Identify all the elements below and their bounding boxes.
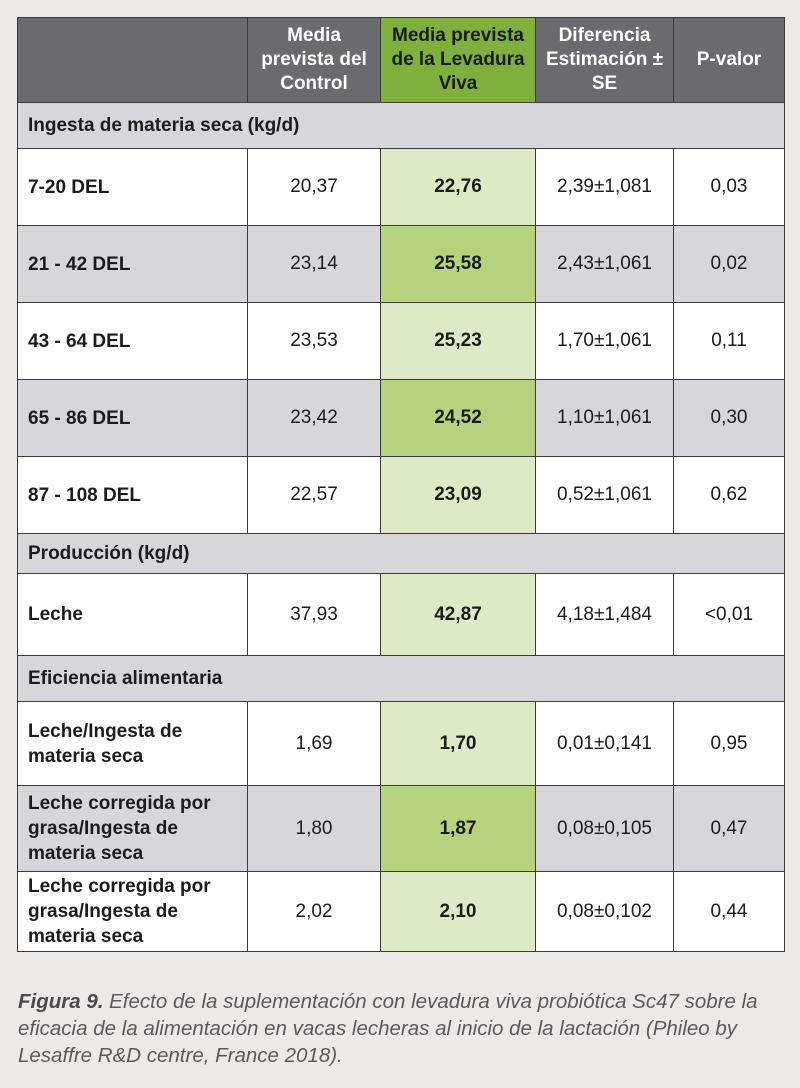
- control-value: 23,53: [247, 302, 381, 380]
- table-row: Leche 37,93 42,87 4,18±1,484 <0,01: [17, 573, 785, 656]
- p-value: 0,02: [673, 225, 785, 303]
- results-table: Media prevista del Control Media previst…: [17, 17, 785, 952]
- caption-text: Efecto de la suplementación con levadura…: [18, 990, 758, 1067]
- table-row: 87 - 108 DEL 22,57 23,09 0,52±1,061 0,62: [17, 456, 785, 534]
- difference-value: 4,18±1,484: [535, 573, 674, 656]
- row-label: 43 - 64 DEL: [17, 302, 248, 380]
- control-value: 1,80: [247, 785, 381, 872]
- control-value: 1,69: [247, 701, 381, 786]
- p-value: 0,47: [673, 785, 785, 872]
- p-value: 0,11: [673, 302, 785, 380]
- difference-value: 0,01±0,141: [535, 701, 674, 786]
- control-value: 23,42: [247, 379, 381, 457]
- table-row: Leche corregida por grasa/Ingesta de mat…: [17, 785, 785, 872]
- yeast-value: 42,87: [380, 573, 536, 656]
- yeast-value: 22,76: [380, 148, 536, 226]
- difference-value: 1,70±1,061: [535, 302, 674, 380]
- figure-caption: Figura 9. Efecto de la suplementación co…: [18, 988, 788, 1069]
- section-row: Producción (kg/d): [17, 533, 785, 574]
- yeast-value: 25,58: [380, 225, 536, 303]
- header-yeast: Media prevista de la Levadura Viva: [380, 17, 536, 103]
- row-label: 65 - 86 DEL: [17, 379, 248, 457]
- row-label: 87 - 108 DEL: [17, 456, 248, 534]
- yeast-value: 2,10: [380, 871, 536, 952]
- p-value: <0,01: [673, 573, 785, 656]
- control-value: 37,93: [247, 573, 381, 656]
- table-row: Leche/Ingesta de materia seca 1,69 1,70 …: [17, 701, 785, 786]
- table-row: Leche corregida por grasa/Ingesta de mat…: [17, 871, 785, 952]
- table-row: 65 - 86 DEL 23,42 24,52 1,10±1,061 0,30: [17, 379, 785, 457]
- row-label: Leche/Ingesta de materia seca: [17, 701, 248, 786]
- header-row: Media prevista del Control Media previst…: [17, 17, 785, 103]
- yeast-value: 23,09: [380, 456, 536, 534]
- control-value: 22,57: [247, 456, 381, 534]
- header-control: Media prevista del Control: [247, 17, 381, 103]
- p-value: 0,30: [673, 379, 785, 457]
- control-value: 2,02: [247, 871, 381, 952]
- section-title: Ingesta de materia seca (kg/d): [17, 102, 785, 149]
- p-value: 0,62: [673, 456, 785, 534]
- difference-value: 0,08±0,105: [535, 785, 674, 872]
- p-value: 0,95: [673, 701, 785, 786]
- header-corner: [17, 17, 248, 103]
- yeast-value: 1,87: [380, 785, 536, 872]
- difference-value: 1,10±1,061: [535, 379, 674, 457]
- section-title: Producción (kg/d): [17, 533, 785, 574]
- yeast-value: 25,23: [380, 302, 536, 380]
- p-value: 0,44: [673, 871, 785, 952]
- section-row: Eficiencia alimentaria: [17, 655, 785, 702]
- row-label: Leche corregida por grasa/Ingesta de mat…: [17, 785, 248, 872]
- difference-value: 2,43±1,061: [535, 225, 674, 303]
- row-label: 21 - 42 DEL: [17, 225, 248, 303]
- difference-value: 2,39±1,081: [535, 148, 674, 226]
- control-value: 23,14: [247, 225, 381, 303]
- header-p-value: P-valor: [673, 17, 785, 103]
- row-label: 7-20 DEL: [17, 148, 248, 226]
- control-value: 20,37: [247, 148, 381, 226]
- section-title: Eficiencia alimentaria: [17, 655, 785, 702]
- table-row: 43 - 64 DEL 23,53 25,23 1,70±1,061 0,11: [17, 302, 785, 380]
- yeast-value: 24,52: [380, 379, 536, 457]
- header-difference: Diferencia Estimación ± SE: [535, 17, 674, 103]
- row-label: Leche: [17, 573, 248, 656]
- figure-number: Figura 9.: [18, 990, 104, 1013]
- yeast-value: 1,70: [380, 701, 536, 786]
- difference-value: 0,52±1,061: [535, 456, 674, 534]
- table-row: 7-20 DEL 20,37 22,76 2,39±1,081 0,03: [17, 148, 785, 226]
- section-row: Ingesta de materia seca (kg/d): [17, 102, 785, 149]
- p-value: 0,03: [673, 148, 785, 226]
- row-label: Leche corregida por grasa/Ingesta de mat…: [17, 871, 248, 952]
- difference-value: 0,08±0,102: [535, 871, 674, 952]
- table-row: 21 - 42 DEL 23,14 25,58 2,43±1,061 0,02: [17, 225, 785, 303]
